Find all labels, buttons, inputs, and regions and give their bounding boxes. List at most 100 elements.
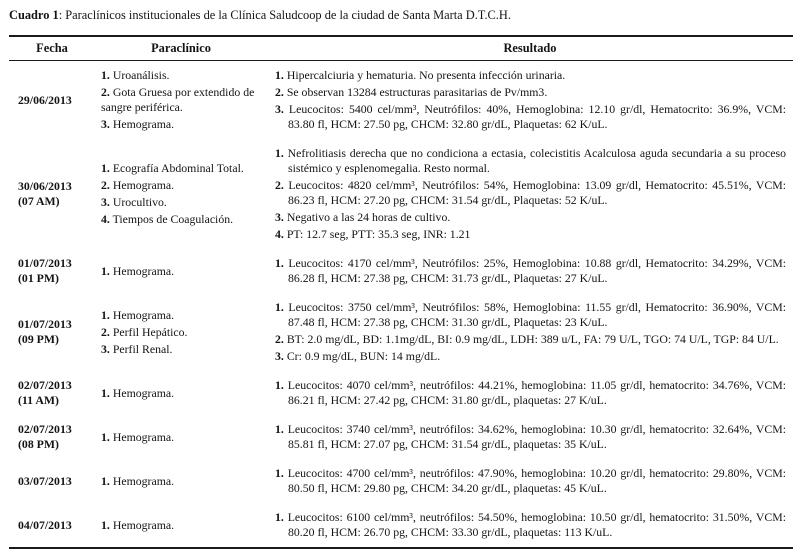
item-number: 1. bbox=[275, 466, 284, 480]
item-number: 3. bbox=[101, 341, 110, 356]
item-number: 1. bbox=[101, 429, 110, 444]
item-number: 1. bbox=[101, 385, 110, 400]
paraclinico-cell: 1. Hemograma. bbox=[95, 503, 267, 548]
item-number: 2. bbox=[275, 85, 284, 99]
item-text: Hemograma. bbox=[112, 263, 175, 278]
resultado-item: 1. Hipercalciuria y hematuria. No presen… bbox=[275, 68, 786, 83]
item-text: Se observan 13284 estructuras parasitari… bbox=[286, 85, 548, 99]
item-number: 1. bbox=[101, 68, 110, 82]
fecha-cell: 02/07/2013 (11 AM) bbox=[9, 371, 95, 415]
paraclinico-item: 1. Hemograma. bbox=[101, 430, 261, 445]
item-text: Leucocitos: 4700 cel/mm³, neutrófilos: 4… bbox=[287, 466, 786, 495]
date-line: (11 AM) bbox=[18, 393, 59, 407]
resultado-item: 2. BT: 2.0 mg/dL, BD: 1.1mg/dL, BI: 0.9 … bbox=[275, 332, 786, 347]
fecha-cell: 04/07/2013 bbox=[9, 503, 95, 548]
resultado-item: 3. Negativo a las 24 horas de cultivo. bbox=[275, 210, 786, 225]
item-text: Leucocitos: 5400 cel/mm³, Neutrófilos: 4… bbox=[288, 102, 787, 131]
table-caption: Cuadro 1: Paraclínicos institucionales d… bbox=[9, 7, 793, 23]
resultado-cell: 1. Leucocitos: 3750 cel/mm³, Neutrófilos… bbox=[267, 293, 793, 371]
paraclinicos-table: Fecha Paraclínico Resultado 29/06/2013 1.… bbox=[9, 35, 793, 549]
paraclinico-cell: 1. Hemograma. bbox=[95, 371, 267, 415]
resultado-item: 1. Leucocitos: 4070 cel/mm³, neutrófilos… bbox=[275, 378, 786, 408]
paraclinico-item: 1. Hemograma. bbox=[101, 518, 261, 533]
paraclinico-item: 3. Urocultivo. bbox=[101, 195, 261, 210]
paraclinico-item: 4. Tiempos de Coagulación. bbox=[101, 212, 261, 227]
item-text: Hemograma. bbox=[112, 473, 175, 488]
paraclinico-item: 1. Hemograma. bbox=[101, 386, 261, 401]
item-text: Leucocitos: 6100 cel/mm³, neutrófilos: 5… bbox=[287, 510, 786, 539]
item-number: 1. bbox=[275, 146, 284, 160]
resultado-item: 3. Leucocitos: 5400 cel/mm³, Neutrófilos… bbox=[275, 102, 786, 132]
item-text: Ecografía Abdominal Total. bbox=[112, 161, 244, 175]
resultado-item: 1. Leucocitos: 3740 cel/mm³, neutrófilos… bbox=[275, 422, 786, 452]
item-text: Leucocitos: 3740 cel/mm³, neutrófilos: 3… bbox=[287, 422, 786, 451]
table-row: 02/07/2013 (08 PM) 1. Hemograma. 1. Leucoci… bbox=[9, 415, 793, 459]
item-text: Hemograma. bbox=[112, 429, 175, 444]
caption-text: : Paraclínicos institucionales de la Clí… bbox=[58, 8, 511, 22]
paraclinico-item: 2. Perfil Hepático. bbox=[101, 325, 261, 340]
date-line: 02/07/2013 bbox=[18, 378, 72, 392]
table-row: 01/07/2013 (01 PM) 1. Hemograma. 1. Leucoci… bbox=[9, 249, 793, 293]
item-text: Hemograma. bbox=[112, 517, 175, 532]
paraclinico-cell: 1. Hemograma. 2. Perfil Hepático. 3. Perfi… bbox=[95, 293, 267, 371]
column-header-resultado: Resultado bbox=[267, 36, 793, 61]
paraclinico-cell: 1. Ecografía Abdominal Total. 2. Hemogram… bbox=[95, 139, 267, 249]
column-header-paraclinico: Paraclínico bbox=[95, 36, 267, 61]
fecha-cell: 03/07/2013 bbox=[9, 459, 95, 503]
resultado-cell: 1. Leucocitos: 3740 cel/mm³, neutrófilos… bbox=[267, 415, 793, 459]
item-text: Leucocitos: 4070 cel/mm³, neutrófilos: 4… bbox=[287, 378, 787, 407]
date-line: 03/07/2013 bbox=[18, 473, 72, 488]
item-text: Cr: 0.9 mg/dL, BUN: 14 mg/dL. bbox=[286, 349, 441, 363]
resultado-item: 1. Nefrolitiasis derecha que no condicio… bbox=[275, 146, 786, 176]
paraclinico-cell: 1. Hemograma. bbox=[95, 415, 267, 459]
date-line: 01/07/2013 bbox=[18, 256, 72, 270]
table-row: 03/07/2013 1. Hemograma. 1. Leucocitos: 47… bbox=[9, 459, 793, 503]
item-text: Hemograma. bbox=[112, 178, 175, 192]
date-line: 04/07/2013 bbox=[18, 517, 72, 532]
paraclinico-item: 3. Hemograma. bbox=[101, 117, 261, 132]
item-number: 2. bbox=[101, 178, 110, 192]
fecha-cell: 30/06/2013 (07 AM) bbox=[9, 139, 95, 249]
table-header: Fecha Paraclínico Resultado bbox=[9, 36, 793, 61]
resultado-item: 4. PT: 12.7 seg, PTT: 35.3 seg, INR: 1.2… bbox=[275, 227, 786, 242]
item-number: 1. bbox=[101, 473, 110, 488]
date-line: 29/06/2013 bbox=[18, 92, 72, 107]
resultado-cell: 1. Hipercalciuria y hematuria. No presen… bbox=[267, 61, 793, 140]
paraclinico-item: 2. Gota Gruesa por extendido de sangre p… bbox=[101, 85, 261, 115]
item-text: Gota Gruesa por extendido de sangre peri… bbox=[101, 85, 255, 114]
item-text: Negativo a las 24 horas de cultivo. bbox=[286, 210, 451, 224]
resultado-cell: 1. Leucocitos: 4070 cel/mm³, neutrófilos… bbox=[267, 371, 793, 415]
item-number: 1. bbox=[275, 378, 284, 392]
resultado-item: 3. Cr: 0.9 mg/dL, BUN: 14 mg/dL. bbox=[275, 349, 786, 364]
item-number: 1. bbox=[275, 300, 284, 314]
item-number: 1. bbox=[101, 161, 110, 175]
table-row: 02/07/2013 (11 AM) 1. Hemograma. 1. Leucoci… bbox=[9, 371, 793, 415]
item-text: Urocultivo. bbox=[112, 195, 167, 209]
resultado-item: 1. Leucocitos: 4170 cel/mm³, Neutrófilos… bbox=[275, 256, 786, 286]
item-number: 3. bbox=[101, 195, 110, 209]
item-text: Hemograma. bbox=[112, 307, 175, 322]
paraclinico-item: 1. Hemograma. bbox=[101, 264, 261, 279]
item-number: 2. bbox=[101, 324, 110, 339]
paraclinico-item: 2. Hemograma. bbox=[101, 178, 261, 193]
paraclinico-item: 3. Perfil Renal. bbox=[101, 342, 261, 357]
item-number: 3. bbox=[275, 349, 284, 363]
item-number: 1. bbox=[275, 510, 284, 524]
table-row: 30/06/2013 (07 AM) 1. Ecografía Abdominal … bbox=[9, 139, 793, 249]
item-text: Tiempos de Coagulación. bbox=[112, 212, 234, 226]
item-number: 1. bbox=[275, 256, 284, 270]
resultado-cell: 1. Nefrolitiasis derecha que no condicio… bbox=[267, 139, 793, 249]
item-number: 1. bbox=[101, 263, 110, 278]
paraclinico-cell: 1. Hemograma. bbox=[95, 249, 267, 293]
item-text: Perfil Renal. bbox=[112, 341, 173, 356]
item-number: 1. bbox=[101, 517, 110, 532]
fecha-cell: 02/07/2013 (08 PM) bbox=[9, 415, 95, 459]
item-number: 2. bbox=[275, 178, 284, 192]
resultado-item: 1. Leucocitos: 3750 cel/mm³, Neutrófilos… bbox=[275, 300, 786, 330]
paraclinico-item: 1. Ecografía Abdominal Total. bbox=[101, 161, 261, 176]
item-number: 3. bbox=[275, 102, 284, 116]
item-text: BT: 2.0 mg/dL, BD: 1.1mg/dL, BI: 0.9 mg/… bbox=[286, 332, 779, 346]
table-body: 29/06/2013 1. Uroanálisis. 2. Gota Gruesa … bbox=[9, 61, 793, 549]
item-text: Leucocitos: 4170 cel/mm³, Neutrófilos: 2… bbox=[288, 256, 786, 285]
